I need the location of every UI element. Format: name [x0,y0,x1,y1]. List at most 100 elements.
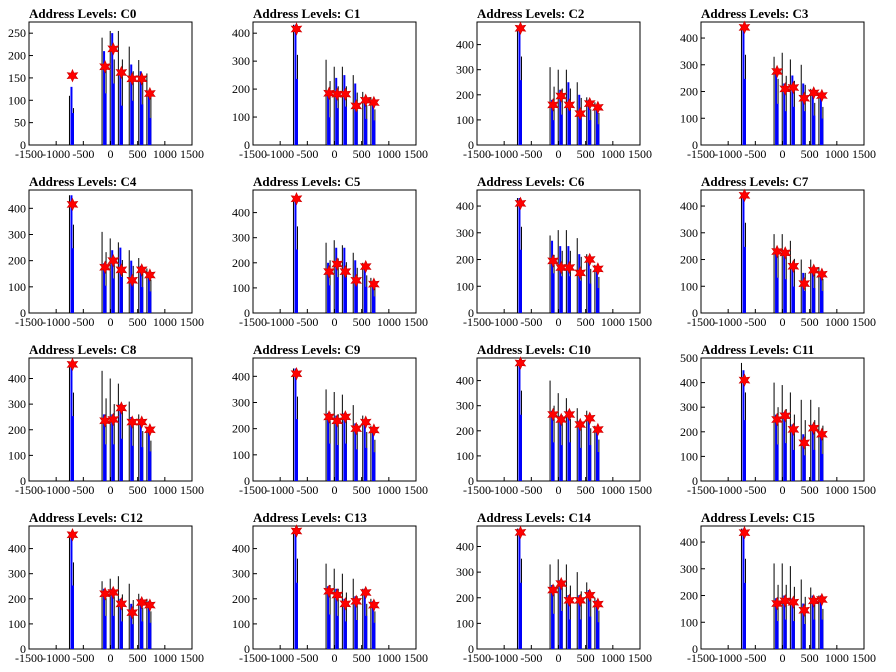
x-tick-label: -1500 [239,483,267,497]
y-tick-label: 200 [232,256,250,270]
x-tick-label: -1000 [42,483,70,497]
peak-marker [107,253,120,268]
x-tick-label: 1500 [852,483,876,497]
peak-marker [738,20,751,35]
peak-marker [115,263,128,277]
x-tick-label: -500 [744,651,766,665]
y-tick-label: 300 [680,562,698,576]
peak-marker [807,263,820,277]
peak-marker [368,277,380,291]
x-tick-label: 500 [801,147,819,161]
peak-marker [290,22,303,36]
x-tick-label: -500 [72,483,94,497]
x-tick-label: -500 [296,651,318,665]
peak-marker [359,585,372,600]
x-tick-label: 1000 [601,651,625,665]
y-tick-label: 0 [692,642,698,656]
y-tick-label: 300 [680,400,698,414]
peak-marker [135,595,148,610]
x-tick-label: -1500 [15,315,43,329]
x-tick-label: 1500 [852,147,876,161]
peak-marker [787,80,800,95]
chart-title: Address Levels: C11 [701,342,814,357]
chart-title: Address Levels: C5 [253,174,361,189]
y-tick-label: 0 [244,306,250,320]
y-tick-label: 0 [468,306,474,320]
peak-marker [126,605,139,620]
x-tick-label: 0 [780,651,786,665]
peak-marker [514,525,527,540]
peak-marker [290,366,303,381]
peak-marker [331,257,344,271]
y-tick-label: 50 [14,116,26,130]
chart-panel: Address Levels: C7 0 100 200 300 400 -1500 -100… [680,174,876,329]
peak-marker [290,524,303,538]
peak-marker [514,21,527,36]
y-tick-label: 100 [456,449,474,463]
peak-marker [331,414,344,428]
x-tick-label: -1000 [714,483,742,497]
y-tick-label: 200 [232,592,250,606]
y-tick-label: 100 [8,448,26,462]
peak-marker [779,594,792,608]
peak-marker [574,106,587,121]
x-tick-label: 1500 [180,147,204,161]
peak-marker [592,422,604,437]
peak-marker [547,98,559,112]
y-tick-label: 100 [456,616,474,630]
x-tick-label: 0 [332,147,338,161]
x-tick-label: -500 [520,315,542,329]
x-tick-label: -1000 [266,483,294,497]
peak-marker [368,423,380,437]
x-tick-label: 0 [108,147,114,161]
x-tick-label: 1000 [377,315,401,329]
y-tick-label: 400 [680,376,698,390]
y-tick-label: 100 [232,448,250,462]
x-tick-label: -500 [744,147,766,161]
y-tick-label: 300 [456,63,474,77]
y-tick-label: 400 [680,535,698,549]
x-tick-label: 1500 [404,483,428,497]
x-tick-label: 1500 [852,651,876,665]
x-tick-label: -1000 [714,147,742,161]
x-tick-label: -1000 [490,315,518,329]
x-tick-label: 1000 [153,147,177,161]
y-tick-label: 200 [680,425,698,439]
x-tick-label: 1500 [180,483,204,497]
peak-marker [350,99,363,113]
peak-marker [583,252,596,267]
y-tick-label: 100 [680,615,698,629]
x-tick-label: 500 [577,651,595,665]
chart-title: Address Levels: C0 [29,6,136,21]
x-tick-label: 500 [577,147,595,161]
peak-marker [738,525,751,540]
y-tick-label: 0 [468,138,474,152]
x-tick-label: 500 [801,483,819,497]
x-tick-label: -1500 [239,315,267,329]
x-tick-label: 500 [577,483,595,497]
x-tick-label: 0 [556,315,562,329]
x-tick-label: 1000 [377,147,401,161]
x-tick-label: -1500 [463,483,491,497]
x-tick-label: -500 [72,315,94,329]
chart-panel: Address Levels: C5 0 100 200 300 400 -1500 -100… [232,174,428,329]
chart-title: Address Levels: C8 [29,342,137,357]
y-tick-label: 0 [20,642,26,656]
x-tick-label: -500 [744,315,766,329]
peak-marker [368,95,380,110]
peak-marker [583,96,596,111]
peak-marker [115,401,128,415]
x-tick-label: 1000 [825,147,849,161]
x-tick-label: 1500 [628,147,652,161]
peak-marker [798,436,811,450]
y-tick-label: 300 [456,399,474,413]
peak-marker [563,98,576,112]
y-tick-label: 100 [456,279,474,293]
x-tick-label: 1500 [180,651,204,665]
y-tick-label: 0 [692,138,698,152]
peak-marker [514,196,527,211]
peak-marker [779,409,792,423]
peak-marker [563,407,576,422]
y-tick-label: 0 [468,474,474,488]
peak-marker [115,597,128,611]
